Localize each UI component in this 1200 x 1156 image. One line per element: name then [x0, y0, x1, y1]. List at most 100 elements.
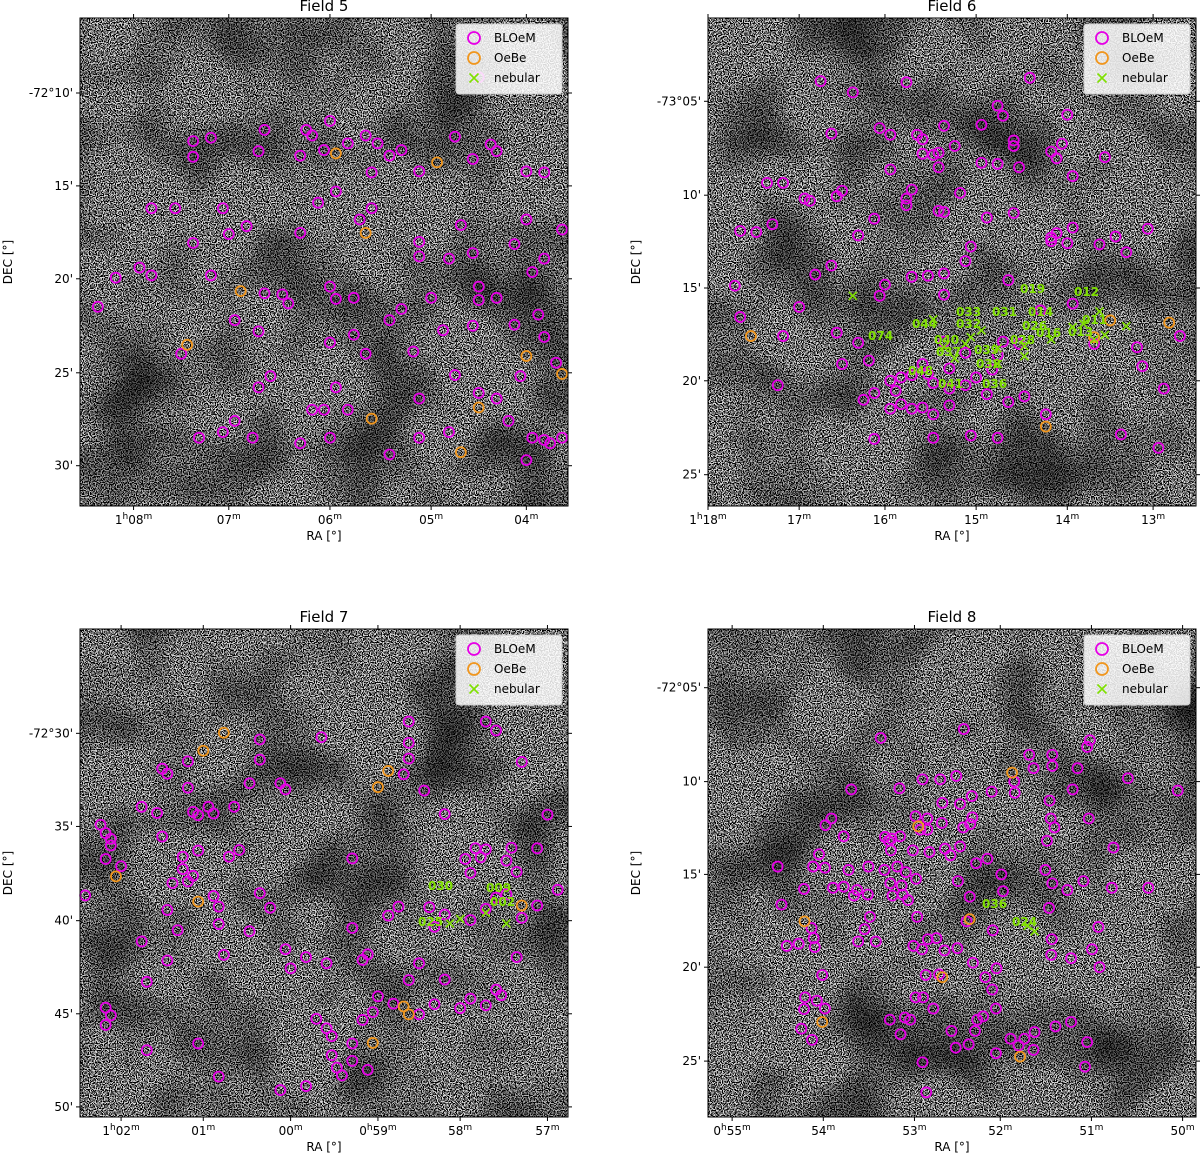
nebular-marker — [993, 359, 1003, 369]
bloem-marker — [857, 393, 870, 406]
nebular-marker — [928, 314, 938, 324]
bloem-marker — [861, 888, 874, 901]
bloem-marker — [916, 773, 929, 786]
oebe-marker — [472, 401, 485, 414]
bloem-marker — [276, 288, 289, 301]
chart-title: Field 6 — [928, 0, 977, 15]
x-tick-label: 1h18m — [689, 512, 726, 527]
bloem-marker — [963, 890, 976, 903]
bloem-marker — [959, 379, 972, 392]
bloem-marker — [1092, 921, 1105, 933]
bloem-marker — [907, 940, 920, 952]
bloem-marker — [975, 156, 988, 169]
bloem-marker — [948, 140, 961, 152]
source-id-label: 028 — [1010, 333, 1035, 347]
bloem-marker — [310, 1012, 323, 1025]
source-id-label: 040 — [934, 333, 959, 347]
bloem-marker — [192, 844, 205, 857]
bloem-marker — [454, 219, 467, 231]
bloem-marker — [294, 437, 307, 450]
bloem-marker — [792, 937, 805, 950]
y-axis-label: DEC [°] — [629, 240, 643, 284]
bloem-marker — [510, 951, 523, 964]
bloem-marker — [413, 392, 426, 405]
legend-label: BLOeM — [494, 642, 536, 656]
bloem-marker — [402, 736, 415, 749]
legend: BLOeM OeBe nebular — [455, 634, 563, 706]
bloem-marker — [911, 910, 924, 923]
nebular-marker — [1068, 322, 1078, 332]
bloem-marker — [959, 255, 972, 268]
bloem-marker — [413, 250, 426, 263]
legend-label: nebular — [494, 682, 540, 696]
oebe-marker — [359, 226, 372, 239]
bloem-marker — [1081, 1036, 1094, 1048]
bloem-marker — [1004, 1032, 1017, 1045]
y-tick-label: 15' — [682, 281, 701, 295]
bloem-marker — [1061, 237, 1074, 250]
oebe-marker — [1088, 331, 1101, 344]
legend-label: OeBe — [494, 51, 526, 65]
bloem-marker — [894, 1028, 907, 1041]
legend: BLOeM OeBe nebular — [1083, 634, 1191, 706]
bloem-marker — [938, 944, 951, 957]
bloem-marker — [402, 974, 415, 987]
y-tick-label: 10' — [682, 775, 701, 789]
bloem-marker — [402, 715, 415, 728]
source-id-label: 037 — [936, 345, 961, 359]
bloem-marker — [1093, 238, 1106, 251]
bloem-marker — [780, 940, 793, 952]
bloem-marker — [1045, 235, 1058, 247]
bloem-marker — [1136, 360, 1149, 373]
bloem-marker — [775, 898, 788, 911]
bloem-marker — [964, 429, 977, 442]
oebe-marker — [816, 1016, 829, 1028]
bloem-marker — [228, 314, 241, 327]
bloem-marker — [1061, 884, 1074, 896]
bloem-marker — [852, 336, 865, 349]
bloem-marker — [894, 830, 906, 843]
bloem-marker — [181, 755, 194, 768]
legend-label: OeBe — [494, 662, 526, 676]
bloem-marker — [819, 819, 832, 832]
bloem-marker — [346, 922, 359, 934]
bloem-marker — [1018, 390, 1031, 403]
oebe-marker — [330, 147, 342, 160]
bloem-marker — [927, 149, 940, 161]
bloem-marker — [921, 933, 934, 946]
bloem-marker — [1121, 772, 1134, 785]
bloem-marker — [361, 1063, 374, 1076]
bloem-marker — [423, 901, 436, 914]
bloem-marker — [407, 345, 420, 358]
bloem-marker — [472, 387, 485, 399]
bloem-marker — [893, 782, 906, 795]
bloem-marker — [223, 850, 235, 863]
bloem-marker — [490, 891, 502, 904]
bloem-marker — [921, 368, 934, 380]
bloem-marker — [771, 379, 784, 392]
bloem-marker — [895, 398, 907, 411]
bloem-marker — [346, 1037, 359, 1050]
bloem-marker — [212, 900, 225, 913]
bloem-marker — [771, 860, 784, 873]
bloem-marker — [1044, 812, 1057, 825]
y-tick-label: 25' — [54, 366, 73, 380]
bloem-marker — [1120, 246, 1133, 259]
chart-title: Field 7 — [300, 608, 349, 626]
bloem-marker — [943, 399, 956, 412]
bloem-marker — [397, 768, 410, 781]
bloem-marker — [986, 924, 999, 937]
bloem-marker — [819, 861, 831, 874]
oebe-marker — [181, 338, 194, 351]
source-id-label: 039 — [974, 343, 999, 357]
bloem-marker — [980, 211, 993, 224]
bloem-marker — [365, 166, 378, 179]
bloem-marker — [950, 770, 963, 782]
bloem-marker — [532, 308, 545, 321]
bloem-marker — [798, 883, 810, 895]
bloem-marker — [438, 973, 451, 986]
bloem-marker — [466, 247, 479, 259]
oebe-marker — [382, 765, 395, 777]
bloem-marker — [274, 1084, 287, 1096]
